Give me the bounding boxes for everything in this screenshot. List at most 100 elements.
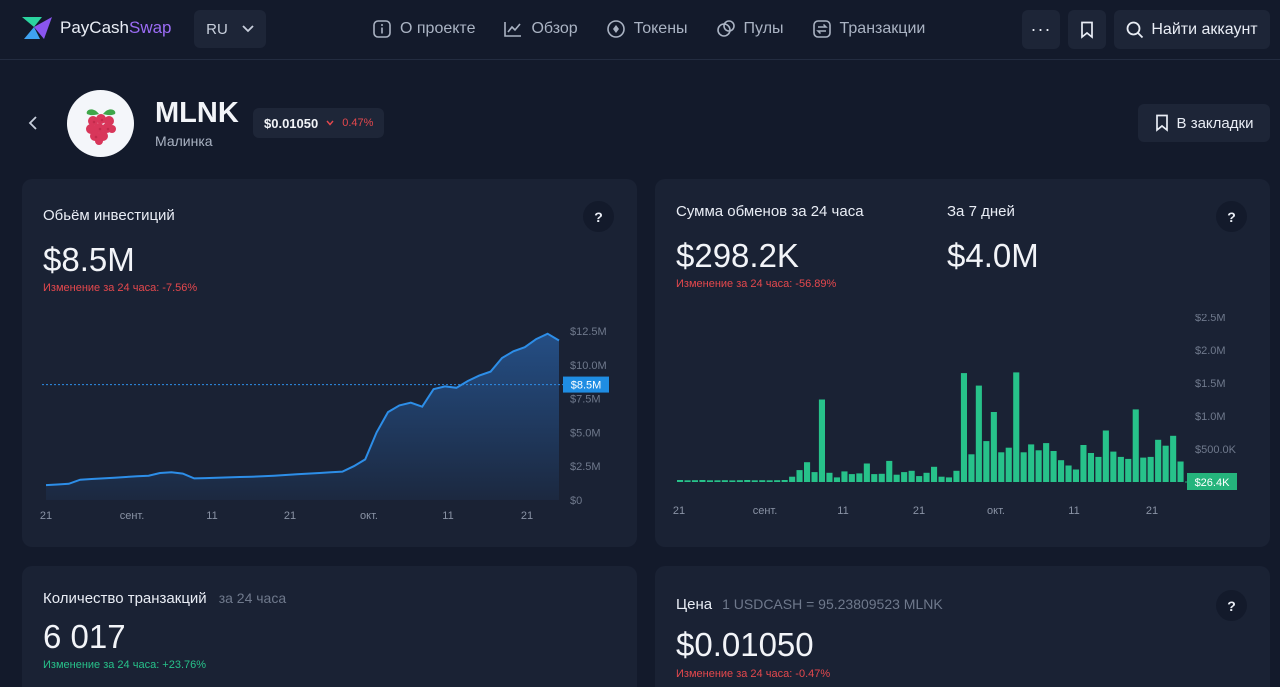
volume-bar (998, 452, 1005, 482)
find-account-label: Найти аккаунт (1151, 20, 1258, 38)
volume-bar (975, 385, 982, 482)
tvl-x-tick: 21 (40, 510, 52, 522)
volume-help-button[interactable]: ? (1216, 201, 1247, 232)
add-bookmark-button[interactable]: В закладки (1138, 104, 1270, 142)
price-subtitle: 1 USDCASH = 95.23809523 MLNK (722, 596, 943, 612)
tvl-card: Обьём инвестиций ? $8.5M Изменение за 24… (22, 179, 637, 547)
volume-bar (1072, 469, 1079, 482)
volume-bar (953, 470, 960, 482)
volume-bar (878, 473, 885, 483)
volume-bar (826, 472, 833, 482)
tvl-title: Обьём инвестиций (43, 207, 175, 224)
nav-item-about[interactable]: О проекте (372, 19, 475, 39)
tvl-line (45, 332, 560, 487)
find-account-button[interactable]: Найти аккаунт (1114, 10, 1270, 49)
volume-bar (923, 472, 930, 482)
volume-bar (706, 480, 713, 482)
volume-7d-value: $4.0M (947, 237, 1039, 274)
chevron-left-icon (28, 116, 37, 130)
volume-bar (1102, 430, 1109, 482)
search-icon (1126, 21, 1144, 38)
volume-bar (916, 476, 923, 482)
swap-icon (812, 20, 831, 38)
volume-bar (863, 463, 870, 482)
nav-item-pools[interactable]: Пулы (716, 19, 784, 39)
tvl-current-label: $8.5M (571, 380, 602, 392)
tvl-value: $8.5M (43, 241, 135, 278)
volume-bar (811, 472, 818, 482)
volume-title: Сумма обменов за 24 часа (676, 203, 864, 220)
tvl-help-button[interactable]: ? (583, 201, 614, 232)
transactions-card: Количество транзакций за 24 часа 6 017 И… (22, 566, 637, 687)
tvl-chart[interactable]: $12.5M $10.0M $7.5M $5.0M $2.5M $0 $8.5M 21 сент… (22, 324, 637, 524)
volume-7d-title: За 7 дней (947, 203, 1015, 220)
price-change: Изменение за 24 часа: -0.47% (676, 668, 831, 680)
more-icon: ··· (1030, 19, 1052, 39)
volume-x-tick: 21 (913, 505, 925, 517)
help-icon: ? (1227, 208, 1236, 225)
volume-bar (848, 474, 855, 482)
volume-bar (744, 480, 751, 482)
volume-bar (1147, 456, 1154, 482)
nav-item-overview[interactable]: Обзор (503, 19, 578, 39)
bookmarks-button[interactable] (1068, 10, 1106, 49)
volume-y-tick: $1.5M (1195, 378, 1226, 390)
volume-bar (901, 472, 908, 482)
nav-label-pools: Пулы (743, 20, 784, 37)
nav-label-tokens: Токены (633, 20, 688, 37)
volume-x-tick: 11 (1068, 505, 1079, 517)
volume-bar (691, 480, 698, 482)
add-bookmark-label: В закладки (1176, 114, 1254, 132)
volume-card: Сумма обменов за 24 часа За 7 дней ? $29… (655, 179, 1270, 547)
volume-bar (751, 480, 758, 482)
tvl-change: Изменение за 24 часа: -7.56% (43, 282, 198, 294)
volume-bar (714, 480, 721, 482)
volume-bar (833, 477, 840, 482)
tvl-current-badge (563, 376, 609, 393)
price-title-row: Цена 1 USDCASH = 95.23809523 MLNK (676, 596, 943, 613)
volume-bar (736, 480, 743, 482)
tvl-y-tick: $0 (570, 495, 582, 507)
tvl-y-tick: $7.5M (570, 394, 601, 406)
volume-bar (1117, 456, 1124, 482)
logo[interactable]: PayCashSwap (20, 13, 172, 43)
volume-bar (1058, 460, 1065, 482)
volume-bar (1162, 445, 1169, 482)
volume-bar (856, 473, 863, 482)
language-select[interactable]: RU (194, 10, 266, 48)
volume-bar (1005, 447, 1012, 482)
volume-value: $298.2K (676, 237, 799, 274)
price-help-button[interactable]: ? (1216, 590, 1247, 621)
volume-bar (1050, 451, 1057, 482)
info-icon (373, 20, 391, 38)
volume-x-tick: 11 (837, 505, 848, 517)
back-button[interactable] (24, 112, 42, 134)
price-chip: $0.01050 0.47% (253, 108, 385, 138)
volume-bar (1035, 450, 1042, 482)
token-icon (606, 20, 625, 38)
volume-chart[interactable]: $2.5M $2.0M $1.5M $1.0M $500.0K $26.4K 21 сент.… (655, 314, 1270, 524)
tx-change: Изменение за 24 часа: +23.76% (43, 659, 207, 671)
token-name: Малинка (155, 133, 213, 149)
volume-bar (804, 462, 811, 482)
volume-bar (908, 470, 915, 482)
arrow-down-icon (326, 120, 334, 126)
volume-bar (893, 474, 900, 482)
tx-subtitle: за 24 часа (218, 590, 287, 606)
volume-x-tick: окт. (987, 505, 1005, 517)
nav-item-transactions[interactable]: Транзакции (812, 19, 925, 39)
volume-bar (1087, 453, 1094, 482)
tx-title-row: Количество транзакций за 24 часа (43, 590, 286, 607)
price-card: Цена 1 USDCASH = 95.23809523 MLNK ? $0.0… (655, 566, 1270, 687)
volume-bar (796, 470, 803, 482)
volume-bar (1125, 458, 1132, 482)
chart-line-icon (504, 22, 522, 37)
more-button[interactable]: ··· (1022, 10, 1060, 49)
volume-bar (759, 480, 766, 482)
help-icon: ? (594, 208, 603, 225)
bookmark-icon (1081, 21, 1093, 39)
nav-item-tokens[interactable]: Токены (606, 19, 688, 39)
volume-bar (699, 480, 706, 482)
volume-x-tick: сент. (753, 505, 778, 517)
volume-bar (818, 399, 825, 482)
